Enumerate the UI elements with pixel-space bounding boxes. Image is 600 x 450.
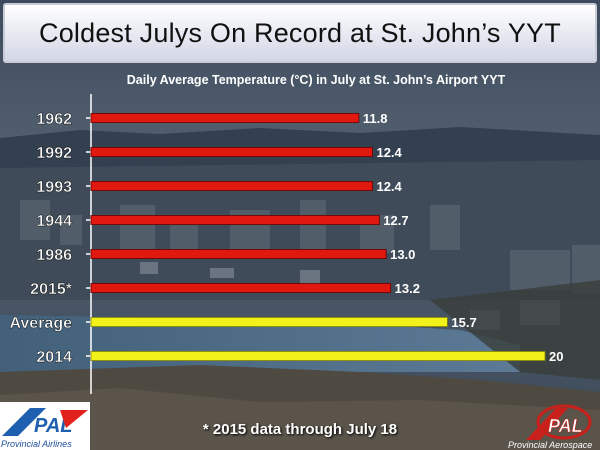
value-label: 12.7 <box>383 213 408 228</box>
value-label: 12.4 <box>376 145 402 160</box>
right-logo-mark: PAL <box>548 416 583 436</box>
title-banner: Coldest Julys On Record at St. John’s YY… <box>3 3 597 63</box>
chart-title: Daily Average Temperature (°C) in July a… <box>127 73 506 87</box>
record-bar <box>90 147 373 157</box>
left-logo-mark: PAL <box>34 415 73 437</box>
reference-bar <box>90 351 546 361</box>
record-bar <box>90 181 373 191</box>
value-label: 11.8 <box>363 111 388 126</box>
value-label: 12.4 <box>376 179 402 194</box>
category-label: Average <box>9 315 72 332</box>
record-bar <box>90 113 360 123</box>
record-bar <box>90 249 387 259</box>
page-title: Coldest Julys On Record at St. John’s YY… <box>39 17 561 48</box>
provincial-aerospace-logo: PAL Provincial Aerospace <box>508 404 592 450</box>
category-label: 1962 <box>36 111 72 128</box>
value-label: 13.2 <box>395 281 420 296</box>
category-label: 1944 <box>36 213 72 230</box>
footnote: * 2015 data through July 18 <box>202 421 398 438</box>
category-label: 2014 <box>36 349 72 366</box>
category-label: 1992 <box>36 145 72 162</box>
category-label: 2015* <box>30 281 73 298</box>
provincial-airlines-logo: PAL Provincial Airlines <box>0 402 90 450</box>
right-logo-caption: Provincial Aerospace <box>508 440 592 450</box>
reference-bar <box>90 317 448 327</box>
left-logo-caption: Provincial Airlines <box>1 439 72 449</box>
value-label: 15.7 <box>451 315 476 330</box>
value-label: 13.0 <box>390 247 415 262</box>
category-label: 1986 <box>36 247 72 264</box>
value-label: 20 <box>549 349 563 364</box>
record-bar <box>90 283 392 293</box>
record-bar <box>90 215 380 225</box>
category-label: 1993 <box>36 179 72 196</box>
